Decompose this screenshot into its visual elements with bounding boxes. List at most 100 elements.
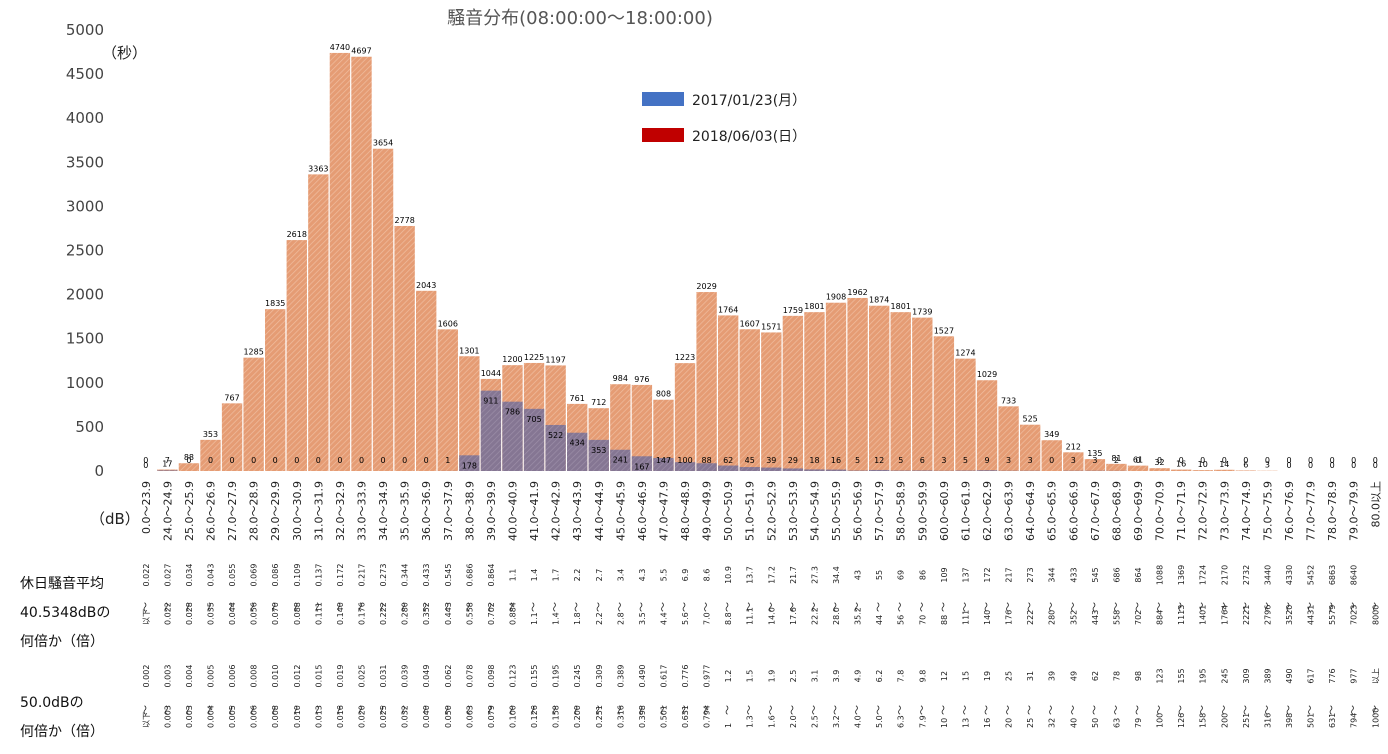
y-tick-label: 2500 xyxy=(66,242,104,260)
data-label-2017: 0 xyxy=(1330,456,1335,465)
ratio-lower-value: 0.251 xyxy=(595,705,604,728)
bar-2018 xyxy=(1170,469,1192,471)
x-tick-label: 74.0～74.9 xyxy=(1240,481,1253,541)
ratio-lower-value: 2.5 xyxy=(810,715,819,728)
ratio-upper-value: 34.4 xyxy=(832,566,841,584)
data-label-2017: 241 xyxy=(613,456,628,465)
ratio-tilde: ～ xyxy=(141,602,152,612)
ratio-tilde: ～ xyxy=(1306,602,1317,612)
bar-2017 xyxy=(502,401,523,471)
bar-2018 xyxy=(868,305,890,471)
x-tick-label: 56.0～56.9 xyxy=(852,481,865,541)
data-label-2017: 7 xyxy=(165,456,170,465)
ratio-tilde: ～ xyxy=(356,705,367,715)
ratio-tilde: ～ xyxy=(1219,602,1230,612)
bar-2018 xyxy=(329,52,351,471)
data-label-2018: 17 xyxy=(162,460,172,469)
data-label-2018: 1571 xyxy=(761,322,781,331)
ratio-tilde: ～ xyxy=(205,705,216,715)
ratio-tilde: ～ xyxy=(1004,602,1015,612)
x-tick-label: 65.0～65.9 xyxy=(1046,481,1059,541)
ratio-upper-value: 10.9 xyxy=(724,566,733,584)
ratio-tilde: ～ xyxy=(1176,705,1187,715)
bars-2018 xyxy=(157,52,1278,471)
ratio-upper-value: 1.4 xyxy=(530,569,539,582)
ratio-lower-value: 631 xyxy=(1328,713,1337,728)
data-label-2017: 3 xyxy=(1006,456,1011,465)
ratio-lower-value: 1.6 xyxy=(767,715,776,728)
x-tick-label: 67.0～67.9 xyxy=(1089,481,1102,541)
ratio-upper-value: 12 xyxy=(940,671,949,681)
ratio-tilde: ～ xyxy=(162,705,173,715)
ratio-lower-value: 558 xyxy=(1112,610,1121,625)
ratio-lower-value: 1.8 xyxy=(573,612,582,625)
ratio-tilde: ～ xyxy=(572,602,583,612)
ratio-tilde: ～ xyxy=(637,705,648,715)
data-label-2018: 2043 xyxy=(416,281,436,290)
bar-2018 xyxy=(782,315,804,471)
ratio-upper-value: 0.109 xyxy=(293,564,302,587)
x-tick-label: 44.0～44.9 xyxy=(593,481,606,541)
ratio-upper-value: 137 xyxy=(961,567,970,582)
ratio-tilde: ～ xyxy=(227,602,238,612)
ratio-tilde: ～ xyxy=(249,705,260,715)
ratio-upper-value: 0.217 xyxy=(357,564,366,587)
data-label-2017: 147 xyxy=(656,456,671,465)
ratio-tilde: ～ xyxy=(1047,705,1058,715)
ratio-tilde: ～ xyxy=(313,705,324,715)
ratio-lower-value: 0.040 xyxy=(422,705,431,728)
ratio-upper-value: 2.2 xyxy=(573,569,582,582)
data-label-2018: 1044 xyxy=(481,369,501,378)
ratio-tilde: ～ xyxy=(1327,705,1338,715)
data-label-2017: 0 xyxy=(251,456,256,465)
data-label-2017: 434 xyxy=(570,439,585,448)
data-label-2017: 5 xyxy=(855,456,860,465)
data-label-2018: 0 xyxy=(1330,461,1335,470)
ratio-upper-value: 217 xyxy=(1005,567,1014,582)
x-tick-label: 78.0～78.9 xyxy=(1326,481,1339,541)
ratio-upper-value: 0.137 xyxy=(314,564,323,587)
ratio-tilde: ～ xyxy=(594,602,605,612)
ratio-lower-value: 0.794 xyxy=(703,705,712,728)
x-tick-label: 27.0～27.9 xyxy=(226,481,239,541)
ratio-tilde: ～ xyxy=(939,705,950,715)
ratio-tilde: ～ xyxy=(292,705,303,715)
data-label-2018: 984 xyxy=(613,374,628,383)
bar-2018 xyxy=(1214,469,1235,471)
data-label-2017: 3 xyxy=(1028,456,1033,465)
data-label-2018: 1301 xyxy=(459,346,479,355)
ratio-lower-value: 0.316 xyxy=(616,705,625,728)
ratio-lower-value: 158 xyxy=(1199,713,1208,728)
ratio-lower-value: 111 xyxy=(961,610,970,625)
x-tick-label: 66.0～66.9 xyxy=(1067,481,1080,541)
ratio-lower-value: 2796 xyxy=(1263,605,1272,625)
ratio-upper-value: 3.4 xyxy=(616,569,625,582)
y-tick-label: 500 xyxy=(75,418,104,436)
ratio-upper-value: 0.034 xyxy=(185,564,194,587)
data-label-2018: 0 xyxy=(1373,461,1378,470)
ratio-lower-value: 11.1 xyxy=(746,607,755,625)
ratio-lower-value: 0.006 xyxy=(250,705,259,728)
ratio-upper-value: 6863 xyxy=(1328,565,1337,585)
ratio-lower-value: 4.0 xyxy=(854,715,863,728)
ratio-lower-value: 5.0 xyxy=(875,715,884,728)
ratio-upper-value: 0.273 xyxy=(379,564,388,587)
bar-2017 xyxy=(631,456,653,471)
ratio-tilde: ～ xyxy=(1068,602,1079,612)
ratio-tilde: ～ xyxy=(1111,705,1122,715)
x-tick-label: 80.0以上 xyxy=(1369,481,1382,528)
x-tick-label: 71.0～71.9 xyxy=(1175,481,1188,541)
x-tick-label: 28.0～28.9 xyxy=(248,481,261,541)
ratio-upper-value: 0.027 xyxy=(163,564,172,587)
ratio-upper-value: 617 xyxy=(1307,668,1316,683)
ratio-row-50db-label: 50.0dBの 何倍か（倍） xyxy=(20,695,104,740)
ratio-upper-value: 49 xyxy=(1069,671,1078,681)
ratio-upper-value: 0.490 xyxy=(638,665,647,688)
ratio-tilde: ～ xyxy=(464,602,475,612)
data-label-2018: 1908 xyxy=(826,293,846,302)
bar-2017 xyxy=(610,449,631,471)
ratio-tilde: ～ xyxy=(1306,705,1317,715)
ratio-lower-value: 2221 xyxy=(1242,605,1251,625)
ratio-tilde: ～ xyxy=(831,602,842,612)
ratio-tilde: ～ xyxy=(615,705,626,715)
